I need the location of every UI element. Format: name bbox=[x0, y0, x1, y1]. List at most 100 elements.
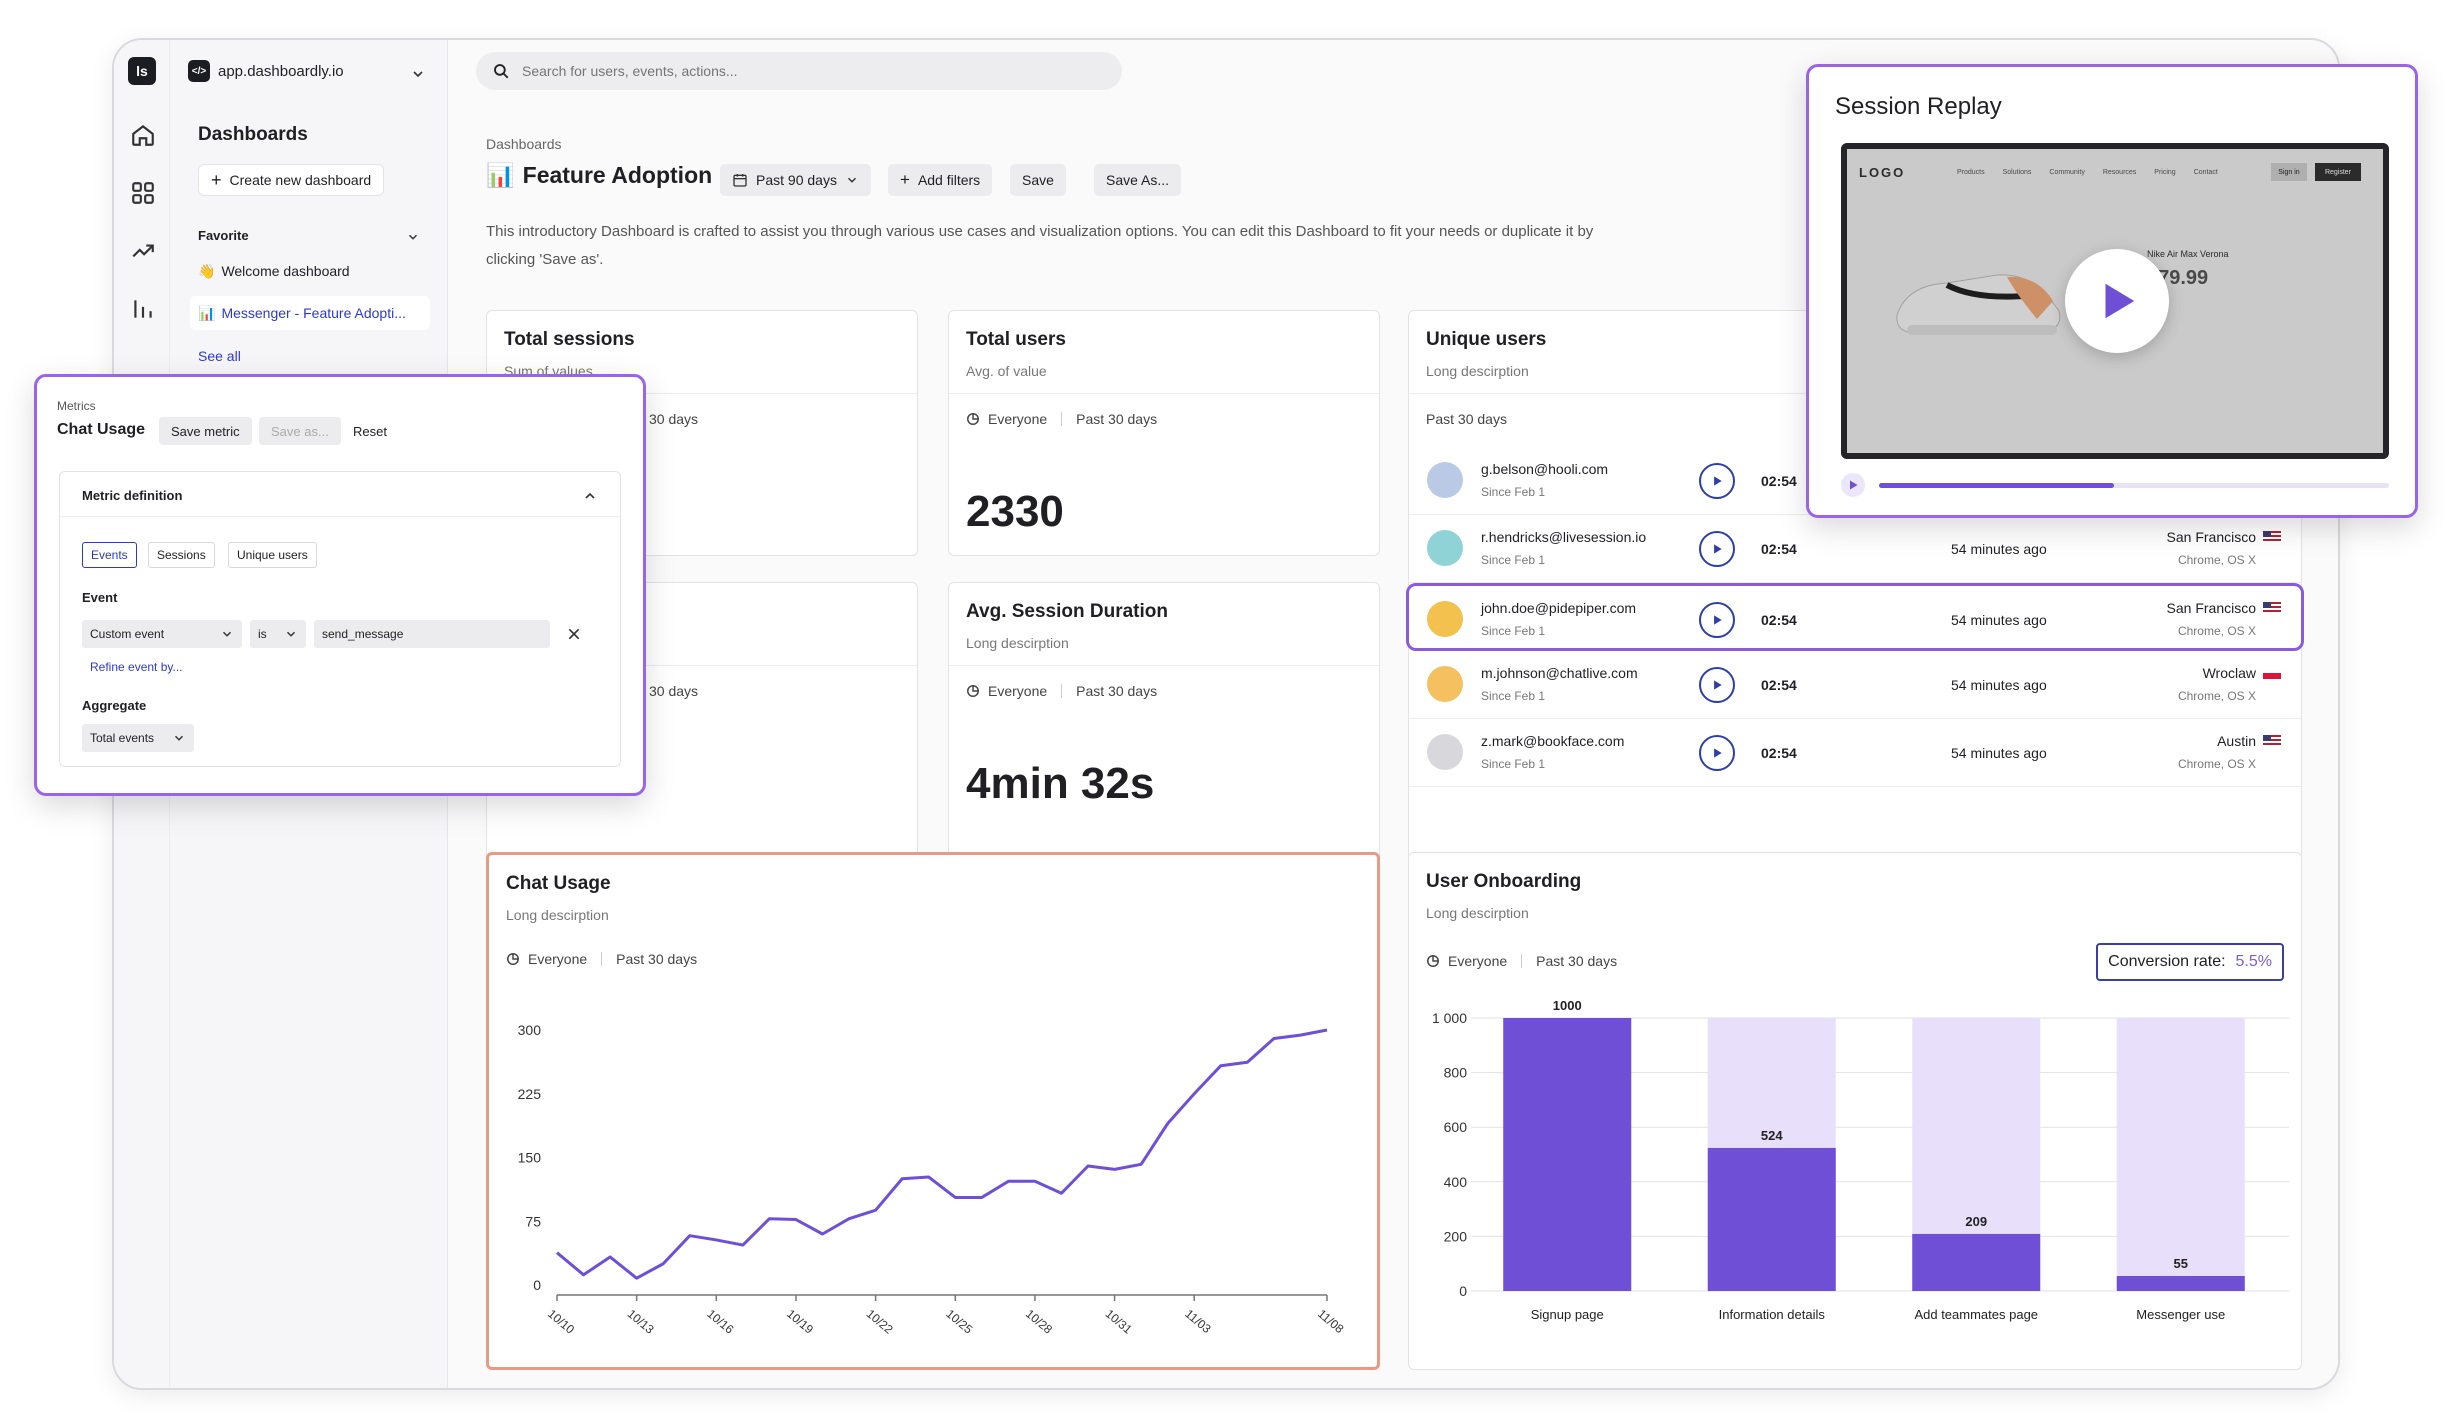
create-dashboard-button[interactable]: + Create new dashboard bbox=[198, 164, 385, 196]
site-nav-item: Products bbox=[1957, 169, 1985, 176]
progress-track[interactable] bbox=[1879, 483, 2389, 488]
mini-play-button[interactable] bbox=[1841, 473, 1865, 497]
refine-event-link[interactable]: Refine event by... bbox=[90, 660, 183, 674]
sidebar-item-label: Welcome dashboard bbox=[221, 263, 350, 279]
home-icon[interactable] bbox=[130, 122, 156, 148]
tab-sessions[interactable]: Sessions bbox=[148, 542, 215, 568]
play-icon bbox=[2105, 283, 2135, 319]
sidebar-title: Dashboards bbox=[198, 124, 308, 145]
operator-value: is bbox=[258, 627, 267, 641]
segment-label: Everyone bbox=[528, 951, 588, 967]
avatar bbox=[1427, 601, 1463, 637]
segment-icon bbox=[507, 953, 519, 965]
chevron-down-icon[interactable] bbox=[410, 66, 426, 82]
chevron-down-icon[interactable] bbox=[406, 230, 420, 244]
x-tick-label: 10/28 bbox=[1023, 1307, 1055, 1337]
trend-icon[interactable] bbox=[130, 238, 156, 264]
tab-events[interactable]: Events bbox=[82, 542, 137, 568]
period-label: 30 days bbox=[649, 683, 699, 699]
operator-select[interactable]: is bbox=[250, 620, 306, 648]
chevron-down-icon bbox=[286, 631, 296, 637]
aggregate-select[interactable]: Total events bbox=[82, 724, 194, 752]
period-dropdown[interactable]: Past 90 days bbox=[720, 164, 871, 196]
user-row[interactable]: john.doe@pidepiper.com Since Feb 1 02:54 54… bbox=[1406, 583, 2304, 651]
save-as-button[interactable]: Save As... bbox=[1094, 164, 1182, 196]
search-input[interactable] bbox=[522, 63, 1082, 79]
segment-label: Everyone bbox=[988, 683, 1048, 699]
tab-unique-users[interactable]: Unique users bbox=[228, 542, 317, 568]
add-filters-button[interactable]: + Add filters bbox=[888, 164, 993, 196]
user-email: z.mark@bookface.com bbox=[1481, 733, 1625, 749]
event-type-value: Custom event bbox=[90, 627, 165, 641]
panel-label: Metrics bbox=[57, 399, 96, 413]
user-onboarding-card[interactable]: User Onboarding Long descirption Everyon… bbox=[1408, 852, 2302, 1370]
user-row[interactable]: z.mark@bookface.com Since Feb 1 02:54 54 mi… bbox=[1409, 719, 2301, 787]
play-session-button[interactable] bbox=[1699, 602, 1735, 638]
page-title: 📊 Feature Adoption bbox=[486, 162, 712, 189]
period-label: Past 30 days bbox=[1426, 411, 1507, 427]
play-session-button[interactable] bbox=[1699, 735, 1735, 771]
avg-session-card[interactable]: Avg. Session Duration Long descirption E… bbox=[948, 582, 1380, 860]
site-register: Register bbox=[2315, 163, 2361, 181]
sidebar-item-welcome[interactable]: 👋 Welcome dashboard bbox=[190, 254, 430, 288]
user-email: john.doe@pidepiper.com bbox=[1481, 600, 1637, 616]
play-session-button[interactable] bbox=[1699, 667, 1735, 703]
dashboards-icon[interactable] bbox=[130, 180, 156, 206]
play-icon bbox=[1850, 480, 1858, 490]
user-row[interactable]: m.johnson@chatlive.com Since Feb 1 02:54 54… bbox=[1409, 651, 2301, 719]
search-bar[interactable] bbox=[476, 52, 1122, 90]
app-logo[interactable]: ls bbox=[128, 57, 156, 85]
bar-value-label: 55 bbox=[2174, 1256, 2188, 1271]
chart-emoji-icon: 📊 bbox=[198, 304, 216, 321]
definition-title: Metric definition bbox=[82, 488, 183, 503]
see-all-link[interactable]: See all bbox=[198, 348, 241, 364]
user-row[interactable]: r.hendricks@livesession.io Since Feb 1 02:… bbox=[1409, 515, 2301, 583]
close-icon[interactable] bbox=[566, 626, 582, 642]
event-type-select[interactable]: Custom event bbox=[82, 620, 242, 648]
total-users-card[interactable]: Total users Avg. of value Everyone Past … bbox=[948, 310, 1380, 556]
divider bbox=[487, 393, 917, 394]
play-button[interactable] bbox=[2065, 249, 2169, 353]
aggregate-label: Aggregate bbox=[82, 698, 147, 713]
panel-title: Session Replay bbox=[1835, 93, 2002, 120]
progress-fill bbox=[1879, 483, 2114, 488]
user-email: r.hendricks@livesession.io bbox=[1481, 529, 1647, 545]
sidebar-item-messenger[interactable]: 📊 Messenger - Feature Adopti... bbox=[190, 296, 430, 330]
chevron-up-icon[interactable] bbox=[582, 488, 598, 504]
bar-chart-icon[interactable] bbox=[130, 296, 156, 322]
user-browser: Chrome, OS X bbox=[2177, 757, 2256, 771]
card-filter: Past 30 days bbox=[1426, 411, 1507, 427]
last-seen: 54 minutes ago bbox=[1951, 677, 2047, 693]
bar bbox=[1503, 1018, 1632, 1291]
conversion-rate-badge: Conversion rate: 5.5% bbox=[2096, 943, 2284, 981]
y-tick-label: 150 bbox=[518, 1150, 542, 1166]
divider bbox=[60, 516, 620, 517]
replay-video[interactable]: LOGO Products Solutions Community Resour… bbox=[1841, 143, 2389, 459]
breadcrumb[interactable]: Dashboards bbox=[486, 136, 562, 152]
reset-button[interactable]: Reset bbox=[353, 423, 387, 439]
site-signin: Sign in bbox=[2271, 163, 2307, 181]
period-label: Past 30 days bbox=[1536, 953, 1618, 969]
y-tick-label: 1 000 bbox=[1432, 1010, 1467, 1026]
event-value-input[interactable]: send_message bbox=[314, 620, 550, 648]
save-as-button[interactable]: Save as... bbox=[259, 417, 341, 445]
play-session-button[interactable] bbox=[1699, 531, 1735, 567]
flag-canton bbox=[2263, 735, 2271, 741]
save-button[interactable]: Save bbox=[1010, 164, 1066, 196]
last-seen: 54 minutes ago bbox=[1951, 541, 2047, 557]
chat-usage-card[interactable]: Chat Usage Long descirption Everyone Pas… bbox=[486, 852, 1380, 1370]
event-label: Event bbox=[82, 590, 118, 605]
category-label: Messenger use bbox=[2136, 1307, 2225, 1322]
user-location: Austin bbox=[2217, 733, 2256, 749]
card-filter: Everyone Past 30 days bbox=[506, 951, 697, 967]
wave-icon: 👋 bbox=[198, 262, 216, 279]
play-session-button[interactable] bbox=[1699, 463, 1735, 499]
product-name: Nike Air Max Verona bbox=[2147, 249, 2229, 259]
x-tick-label: 11/08 bbox=[1315, 1307, 1347, 1337]
save-metric-button[interactable]: Save metric bbox=[159, 417, 252, 445]
x-tick-label: 10/19 bbox=[784, 1307, 816, 1337]
poland-flag-icon bbox=[2263, 667, 2281, 679]
bar bbox=[1707, 1147, 1836, 1291]
workspace-switcher[interactable]: </> app.dashboardly.io bbox=[188, 60, 344, 82]
play-icon bbox=[1714, 748, 1722, 758]
